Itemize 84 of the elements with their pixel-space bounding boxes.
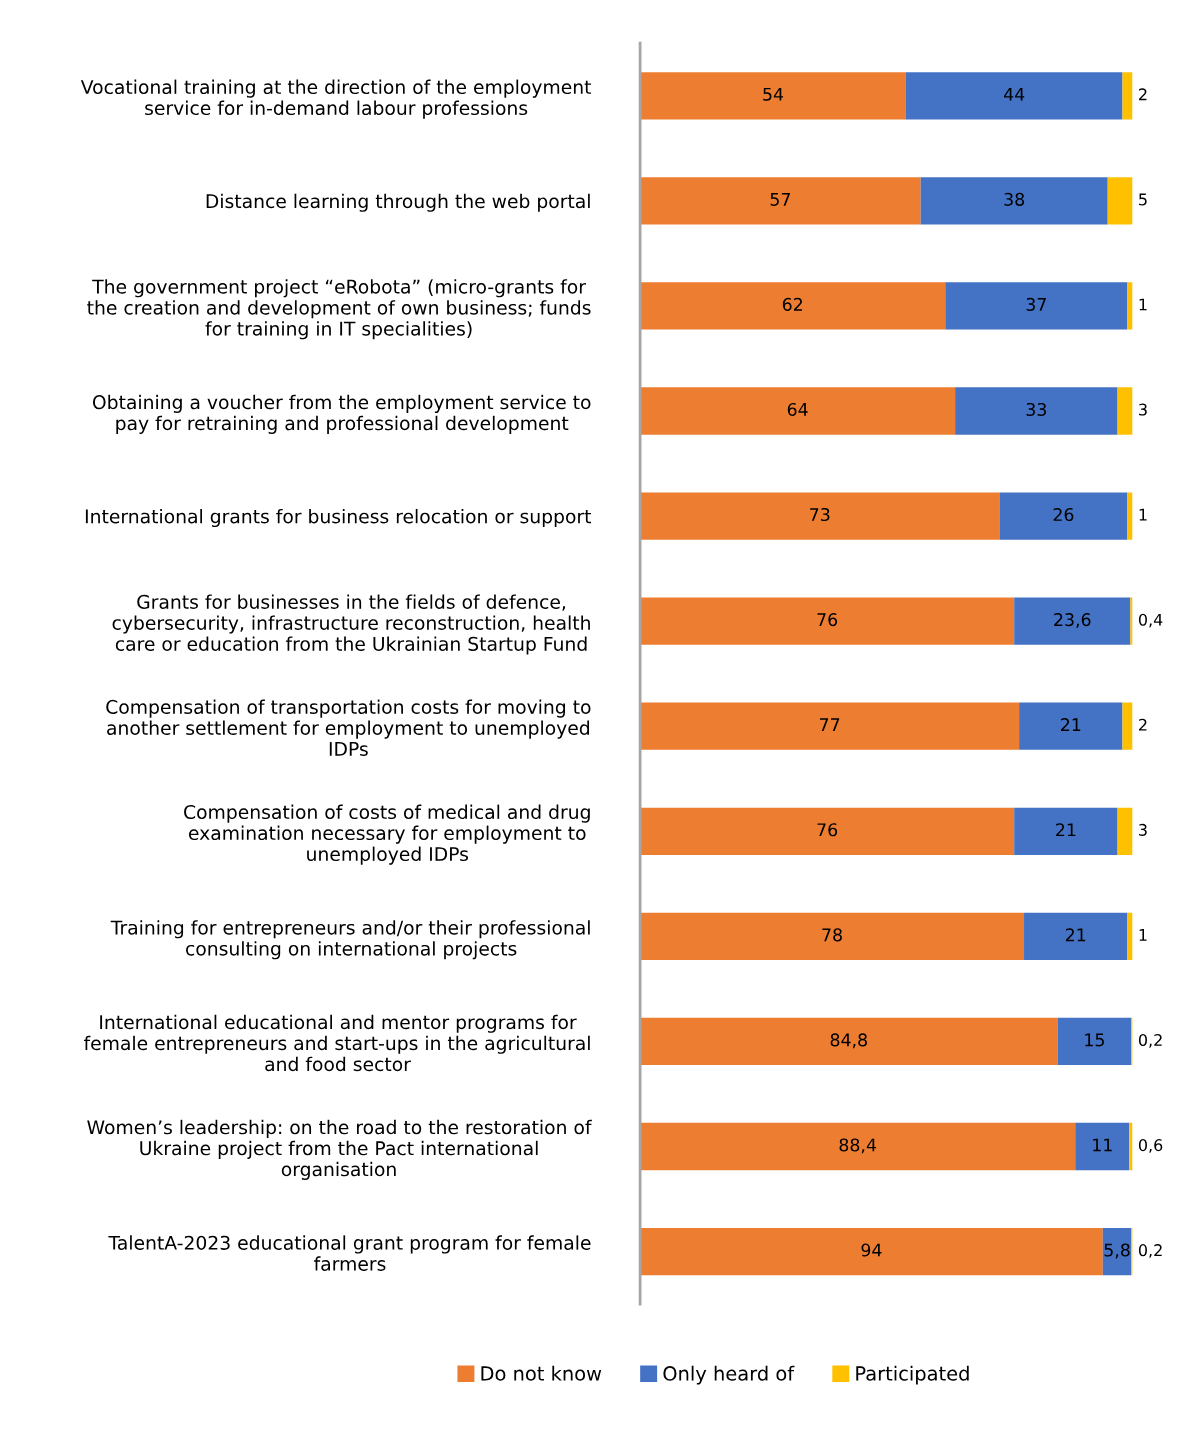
bar	[640, 282, 946, 330]
bar	[1129, 1122, 1133, 1171]
data-label: 37	[1026, 297, 1046, 311]
y-tick-label: International educational and mentor programs for female entrepreneurs and start-ups in the agricultural and food sector	[83, 1014, 590, 1072]
bar	[1014, 807, 1118, 855]
y-tick-label: Compensation of transportation costs for moving to another settlement for employment to unemployed IDPs	[106, 699, 591, 757]
data-label: 44	[1003, 87, 1025, 101]
bar	[640, 597, 1015, 645]
bar	[945, 282, 1128, 330]
bar	[1127, 282, 1133, 330]
data-label: 0,4	[1138, 613, 1163, 628]
data-label: 78	[822, 928, 842, 942]
bar	[640, 1227, 1103, 1276]
y-tick-label: Compensation of costs of medical and drug examination necessary for employment to unemployed IDPs	[184, 804, 590, 865]
legend-label: Participated	[856, 1365, 969, 1385]
bar	[1122, 702, 1133, 750]
data-label: 5,8	[1104, 1243, 1130, 1259]
bar	[1014, 597, 1131, 645]
y-tick-label: Grants for businesses in the fields of defence, cybersecurity, infrastructure reconstruction, health care or education from the Ukrainian Startup Fund	[112, 594, 590, 655]
data-label: 3	[1139, 403, 1147, 416]
data-label: 94	[861, 1243, 882, 1257]
bar	[1075, 1122, 1130, 1171]
y-tick-label: The government project “eRobota” (micro-grants for the creation and development of own business; funds for training in IT specialities)	[87, 279, 591, 340]
data-label: 11	[1093, 1138, 1112, 1152]
data-label: 1	[1139, 298, 1147, 311]
bar	[640, 177, 921, 225]
bar	[640, 492, 1000, 540]
data-label: 57	[770, 192, 790, 206]
data-label: 33	[1026, 402, 1046, 417]
bar	[1122, 72, 1133, 120]
legend-label: Only heard of	[663, 1365, 795, 1385]
data-label: 0,2	[1138, 1033, 1162, 1048]
bar	[640, 912, 1025, 960]
bar	[640, 702, 1020, 750]
data-label: 5	[1139, 193, 1147, 206]
bar	[905, 72, 1123, 120]
bar	[640, 72, 906, 120]
data-label: 84,8	[830, 1033, 867, 1049]
data-label: 0,6	[1138, 1139, 1163, 1153]
bar	[1102, 1227, 1132, 1276]
data-label: 1	[1139, 508, 1147, 521]
bar	[955, 387, 1118, 435]
data-label: 54	[763, 87, 784, 101]
bar	[1107, 177, 1133, 225]
data-label: 64	[787, 402, 808, 417]
y-tick-label: Training for entrepreneurs and/or their professional consulting on international projects	[110, 920, 590, 960]
data-label: 76	[817, 823, 838, 837]
data-label: 2	[1139, 718, 1147, 731]
bar	[1127, 912, 1133, 960]
bar	[1117, 807, 1133, 855]
data-label: 77	[819, 718, 840, 731]
data-label: 15	[1085, 1033, 1104, 1047]
y-tick-label: International grants for business relocation or support	[85, 508, 592, 528]
y-tick-label: Distance learning through the web portal	[206, 193, 590, 212]
bar	[999, 492, 1128, 540]
bar	[640, 387, 956, 435]
bar	[920, 177, 1108, 225]
data-label: 26	[1053, 507, 1074, 522]
data-label: 88,4	[839, 1138, 877, 1154]
bar	[1127, 492, 1133, 540]
data-label: 21	[1065, 928, 1086, 942]
y-tick-label: Women’s leadership: on the road to the restoration of Ukraine project from the Pact international organisation	[87, 1119, 592, 1180]
y-tick-label: Vocational training at the direction of the employment service for in-demand labour professions	[80, 79, 592, 119]
data-label: 21	[1056, 823, 1076, 837]
bar	[1019, 702, 1123, 750]
bar	[1024, 912, 1128, 960]
bar	[640, 807, 1015, 855]
data-label: 0,2	[1138, 1244, 1162, 1258]
bar	[640, 1122, 1076, 1171]
data-label: 38	[1004, 192, 1025, 206]
data-label: 2	[1139, 88, 1147, 101]
data-label: 62	[782, 297, 802, 311]
data-label: 3	[1139, 823, 1147, 836]
data-label: 73	[810, 507, 830, 522]
bar	[640, 1017, 1058, 1066]
y-tick-label: Obtaining a voucher from the employment service to pay for retraining and professional development	[92, 394, 591, 434]
data-label: 21	[1061, 718, 1081, 731]
legend-label: Do not know	[481, 1365, 602, 1381]
data-label: 1	[1139, 929, 1147, 941]
bar	[1057, 1017, 1132, 1066]
y-tick-label: TalentA-2023 educational grant program for female farmers	[108, 1235, 591, 1271]
bar	[1117, 387, 1133, 435]
data-label: 76	[817, 613, 838, 627]
data-label: 23,6	[1054, 613, 1091, 628]
